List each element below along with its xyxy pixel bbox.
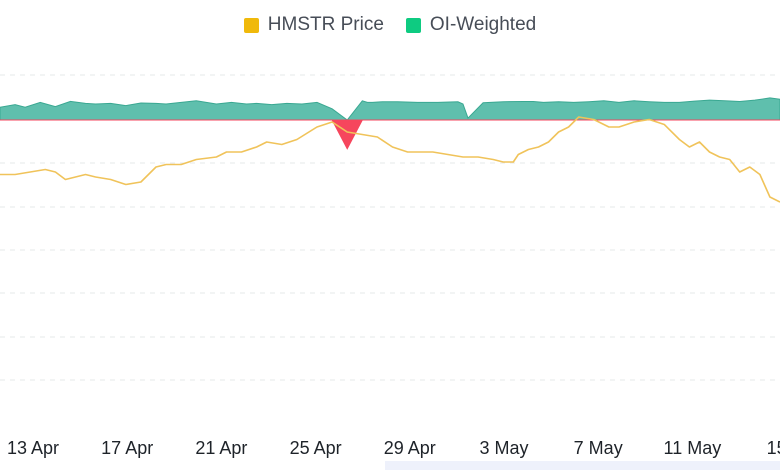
legend-item-price[interactable]: HMSTR Price: [243, 14, 384, 36]
x-tick-label: 17 Apr: [101, 438, 153, 458]
x-tick-label: 11 May: [664, 438, 722, 458]
legend-item-oi-weighted[interactable]: OI-Weighted: [405, 14, 537, 36]
legend-swatch-price: [243, 17, 259, 33]
funding-positive-area: [0, 97, 780, 121]
x-tick-label: 29 Apr: [384, 438, 436, 458]
chart-legend: HMSTR Price OI-Weighted: [0, 14, 780, 36]
legend-label-oi-weighted: OI-Weighted: [429, 14, 537, 35]
price-line: [0, 116, 780, 203]
x-tick-label: 13 Apr: [7, 438, 59, 458]
scroll-strip: [385, 461, 780, 470]
x-tick-label: 15 M: [767, 438, 780, 458]
x-tick-label: 3 May: [479, 438, 528, 458]
x-tick-label: 7 May: [574, 438, 623, 458]
x-tick-label: 21 Apr: [195, 438, 247, 458]
legend-label-price: HMSTR Price: [267, 14, 384, 35]
legend-swatch-oi-weighted: [405, 17, 421, 33]
x-tick-label: 25 Apr: [290, 438, 342, 458]
funding-negative-area: [0, 119, 780, 150]
